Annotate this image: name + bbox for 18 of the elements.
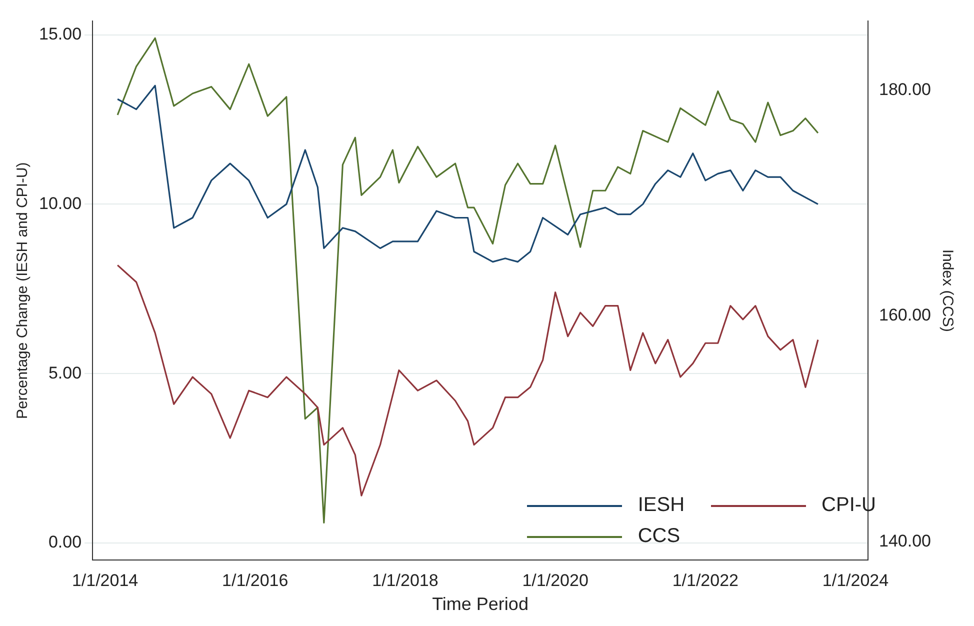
y2-tick-label: 180.00 [879,80,932,99]
legend-label: IESH [638,494,685,517]
legend-label: CCS [638,525,680,548]
y2-tick-label: 160.00 [879,306,932,325]
x-tick-label: 1/1/2022 [672,570,738,590]
y2-tick-label: 140.00 [879,532,932,551]
y-tick-label: 0.00 [48,532,82,552]
y-axis-title: Percentage Change (IESH and CPI-U) [14,162,32,419]
x-tick-label: 1/1/2020 [522,570,588,590]
x-tick-label: 1/1/2018 [372,570,438,590]
x-tick-label: 1/1/2016 [222,570,288,590]
y-tick-label: 5.00 [48,363,82,382]
y2-axis-title: Index (CCS) [938,249,956,332]
x-axis-title: Time Period [432,594,528,614]
y-tick-label: 10.00 [38,194,82,213]
x-tick-label: 1/1/2024 [822,570,889,590]
x-tick-label: 1/1/2014 [72,570,138,590]
y-tick-label: 15.00 [38,24,82,44]
